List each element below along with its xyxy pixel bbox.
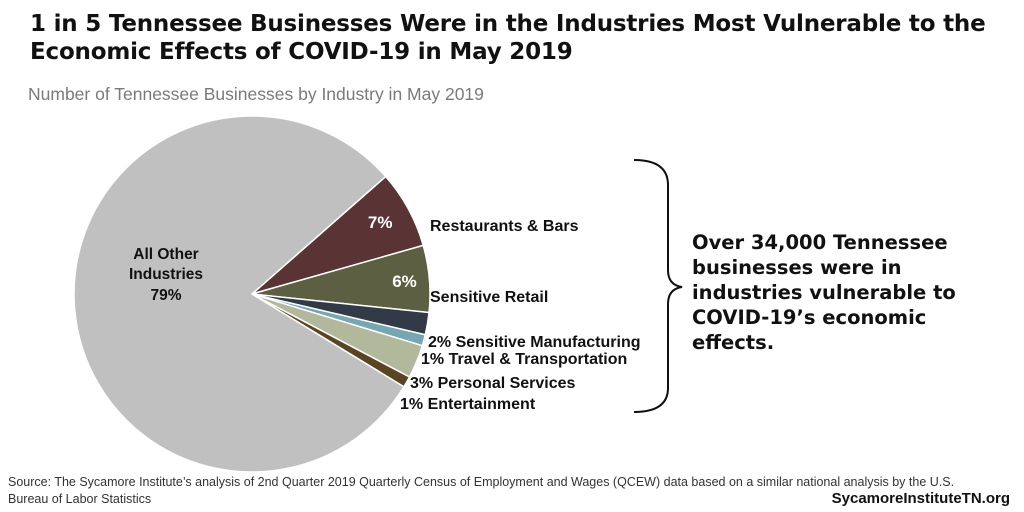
slice-category-label: 2% Sensitive Manufacturing <box>428 334 641 351</box>
slice-category-label: 3% Personal Services <box>410 375 576 392</box>
slice-category-label: Restaurants & Bars <box>430 218 579 235</box>
slice-value-label: 79% <box>150 287 181 304</box>
slice-value-label: 6% <box>392 272 417 291</box>
slice-category-label: Sensitive Retail <box>430 289 548 306</box>
chart-subtitle: Number of Tennessee Businesses by Indust… <box>28 84 484 104</box>
slice-value-label: 7% <box>368 213 393 232</box>
chart-title: 1 in 5 Tennessee Businesses Were in the … <box>30 11 986 65</box>
slice-category-label: 1% Entertainment <box>400 396 536 413</box>
site-url[interactable]: SycamoreInstituteTN.org <box>831 490 1010 507</box>
callout-text: Over 34,000 Tennessee businesses were in… <box>692 231 956 354</box>
slice-category-label: Industries <box>129 266 203 283</box>
source-note: Source: The Sycamore Institute’s analysi… <box>8 475 955 506</box>
slice-category-label: 1% Travel & Transportation <box>421 351 627 368</box>
slice-category-label: All Other <box>133 246 198 263</box>
pie-slice-all-other-industries <box>73 115 405 473</box>
